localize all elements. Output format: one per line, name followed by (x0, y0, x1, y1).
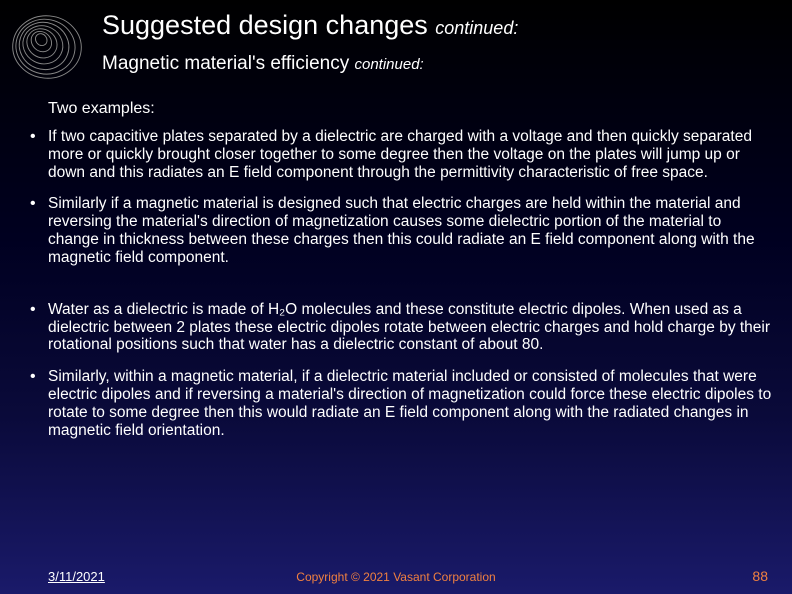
footer-date: 3/11/2021 (48, 569, 105, 584)
title-continued: continued: (435, 18, 518, 38)
bullet-item: Similarly if a magnetic material is desi… (24, 195, 772, 266)
slide-subtitle: Magnetic material's efficiency continued… (102, 53, 518, 75)
slide-title: Suggested design changes continued: (102, 10, 518, 41)
bullet-item: Similarly, within a magnetic material, i… (24, 368, 772, 439)
subtitle-main: Magnetic material's efficiency (102, 53, 355, 74)
slide-footer: 3/11/2021 Copyright © 2021 Vasant Corpor… (0, 564, 792, 584)
bullet-item: If two capacitive plates separated by a … (24, 128, 772, 181)
slide-header: Suggested design changes continued: Magn… (102, 10, 518, 75)
spiral-logo (8, 8, 86, 86)
bullet-list: If two capacitive plates separated by a … (24, 128, 772, 453)
footer-copyright: Copyright © 2021 Vasant Corporation (296, 570, 495, 584)
bullet-item: Water as a dielectric is made of H₂O mol… (24, 301, 772, 354)
title-main: Suggested design changes (102, 10, 435, 40)
subtitle-continued: continued: (355, 56, 424, 73)
footer-page-number: 88 (752, 568, 768, 584)
intro-text: Two examples: (48, 100, 155, 118)
